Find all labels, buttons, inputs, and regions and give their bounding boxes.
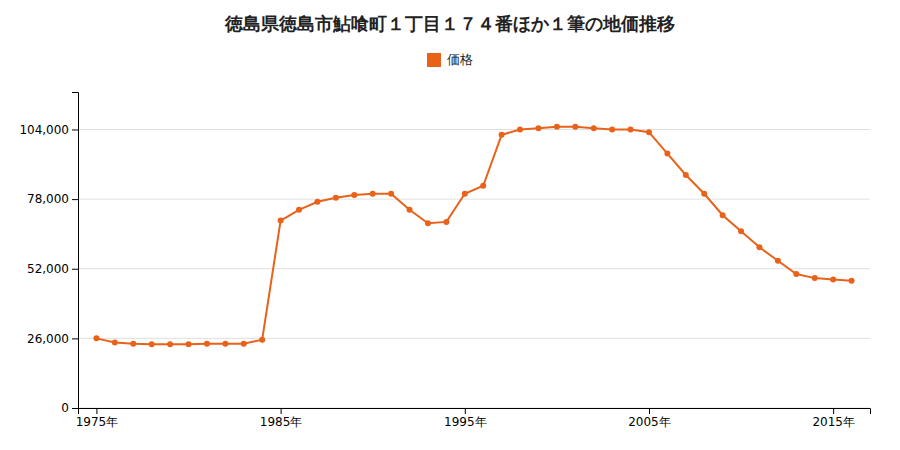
tick: 26,000	[27, 332, 78, 346]
grid-line	[78, 199, 870, 200]
data-point	[370, 191, 376, 197]
data-point	[204, 341, 210, 347]
data-point	[112, 339, 118, 345]
tick-mark	[72, 338, 78, 339]
legend-item: 価格	[427, 52, 473, 67]
tick-mark	[72, 408, 78, 409]
data-point	[130, 341, 136, 347]
legend: 価格	[427, 52, 473, 67]
axis-line	[72, 93, 79, 409]
data-point	[738, 228, 744, 234]
x-axis: 1975年 1985年 1995年 2005年 2015年	[76, 408, 871, 429]
tick: 104,000	[19, 123, 78, 137]
data-point	[480, 183, 486, 189]
tick-mark	[281, 408, 282, 414]
chart-container: 徳島県徳島市鮎喰町１丁目１７４番ほか１筆の地価推移 1975年 1985年 1995年…	[0, 0, 900, 450]
tick: 2005年	[628, 408, 671, 429]
data-point	[499, 132, 505, 138]
data-point	[775, 258, 781, 264]
data-point	[591, 125, 597, 131]
y-axis: 0 26,000 52,000 78,000 104,000	[19, 93, 78, 416]
data-point	[388, 191, 394, 197]
axis-line	[79, 409, 871, 415]
tick-mark	[465, 408, 466, 414]
data-point	[333, 195, 339, 201]
tick-label: 1985年	[260, 415, 303, 429]
data-point	[149, 341, 155, 347]
tick-label: 1995年	[444, 415, 487, 429]
tick-label: 2015年	[812, 415, 855, 429]
data-point	[351, 192, 357, 198]
tick-mark	[72, 129, 78, 130]
chart-svg: 徳島県徳島市鮎喰町１丁目１７４番ほか１筆の地価推移 1975年 1985年 1995年…	[0, 0, 900, 450]
data-point	[664, 151, 670, 157]
tick-label: 2005年	[628, 415, 671, 429]
legend-swatch	[427, 53, 441, 67]
tick-mark	[72, 199, 78, 200]
data-point	[314, 199, 320, 205]
data-point	[278, 218, 284, 224]
tick-mark	[649, 408, 650, 414]
data-point	[407, 207, 413, 213]
tick-mark	[833, 408, 834, 414]
data-point	[222, 341, 228, 347]
data-point	[720, 212, 726, 218]
data-point	[241, 341, 247, 347]
data-point	[646, 129, 652, 135]
grid-line	[78, 268, 870, 269]
tick-label: 104,000	[19, 123, 69, 137]
tick: 2015年	[812, 408, 855, 429]
series-line	[96, 127, 851, 344]
tick: 52,000	[27, 262, 78, 276]
tick-label: 0	[61, 401, 69, 415]
chart-title: 徳島県徳島市鮎喰町１丁目１７４番ほか１筆の地価推移	[224, 13, 675, 34]
data-point	[609, 126, 615, 132]
data-point	[296, 207, 302, 213]
data-point	[830, 276, 836, 282]
tick-mark	[72, 269, 78, 270]
data-point	[628, 126, 634, 132]
plot-area: 1975年 1985年 1995年 2005年 2015年 0 26,000 52,000 78…	[19, 93, 870, 429]
data-point	[756, 244, 762, 250]
tick: 0	[61, 401, 78, 415]
series-markers	[93, 124, 854, 347]
data-point	[683, 172, 689, 178]
marks	[93, 124, 854, 347]
tick-label: 78,000	[27, 192, 69, 206]
tick-label: 52,000	[27, 262, 69, 276]
legend-label: 価格	[447, 52, 473, 67]
tick: 78,000	[27, 192, 78, 206]
data-point	[849, 278, 855, 284]
data-point	[443, 219, 449, 225]
tick-label: 26,000	[27, 332, 69, 346]
data-point	[535, 125, 541, 131]
data-point	[259, 337, 265, 343]
data-point	[462, 191, 468, 197]
tick-label: 1975年	[76, 415, 119, 429]
y-grid	[78, 129, 870, 408]
data-point	[554, 124, 560, 130]
data-point	[572, 124, 578, 130]
data-point	[793, 271, 799, 277]
data-point	[425, 220, 431, 226]
data-point	[517, 126, 523, 132]
tick: 1975年	[76, 408, 119, 429]
data-point	[167, 341, 173, 347]
data-point	[812, 275, 818, 281]
data-point	[701, 191, 707, 197]
grid-line	[78, 129, 870, 130]
grid-line	[78, 338, 870, 339]
tick-mark	[96, 408, 97, 414]
tick: 1995年	[444, 408, 487, 429]
data-point	[186, 341, 192, 347]
data-point	[93, 335, 99, 341]
tick: 1985年	[260, 408, 303, 429]
